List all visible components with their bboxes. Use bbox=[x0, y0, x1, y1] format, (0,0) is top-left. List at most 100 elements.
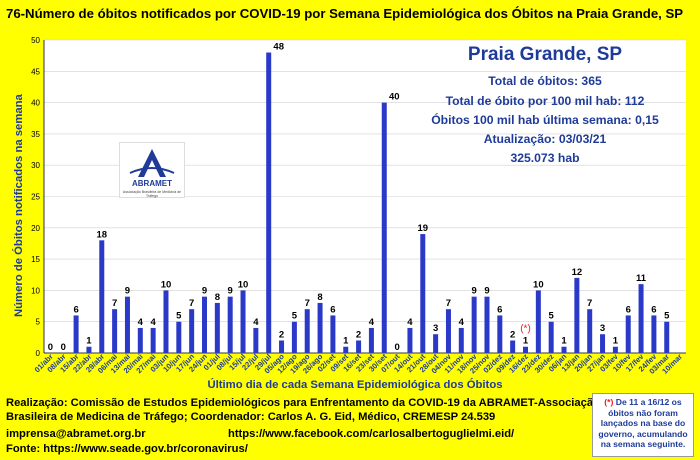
data-label: 9 bbox=[202, 286, 207, 297]
bar bbox=[407, 327, 413, 353]
bar bbox=[535, 290, 541, 353]
data-label: 1 bbox=[343, 336, 349, 347]
bar bbox=[124, 296, 130, 353]
bar bbox=[112, 309, 118, 353]
info-population: 325.073 hab bbox=[510, 151, 580, 165]
bar bbox=[214, 302, 220, 353]
logo-subtitle: Associação Brasileira de Medicina de Trá… bbox=[122, 190, 182, 198]
data-label: 11 bbox=[636, 273, 647, 284]
data-label: 1 bbox=[523, 336, 529, 347]
data-label: 12 bbox=[572, 267, 583, 278]
annotation-mark: (*) bbox=[520, 324, 531, 335]
data-label: 4 bbox=[150, 317, 156, 328]
x-axis-label: Último dia de cada Semana Epidemiológica… bbox=[207, 379, 503, 391]
data-label: 4 bbox=[138, 317, 144, 328]
data-label: 9 bbox=[228, 286, 233, 297]
data-label: 3 bbox=[433, 323, 438, 334]
data-label: 2 bbox=[279, 329, 284, 340]
data-label: 9 bbox=[484, 286, 489, 297]
footer-facebook[interactable]: https://www.facebook.com/carlosalbertogu… bbox=[228, 428, 515, 440]
bar bbox=[651, 315, 657, 353]
data-label: 0 bbox=[61, 342, 66, 353]
bar bbox=[510, 340, 516, 353]
x-tick-layer: 01/abr08/abr15/abr22/abr29/abr06/mai13/m… bbox=[33, 352, 684, 376]
y-tick-label: 50 bbox=[31, 36, 40, 45]
y-tick-label: 5 bbox=[36, 318, 41, 327]
bar bbox=[433, 334, 439, 353]
bar bbox=[523, 346, 528, 353]
data-label: 0 bbox=[48, 342, 53, 353]
data-label: 6 bbox=[73, 304, 78, 315]
data-label: 10 bbox=[161, 279, 172, 290]
bar bbox=[86, 346, 92, 353]
data-label: 8 bbox=[317, 292, 322, 303]
y-tick-label: 30 bbox=[31, 161, 40, 170]
data-label: 10 bbox=[533, 279, 544, 290]
bar bbox=[99, 240, 105, 353]
note-mark: (*) bbox=[604, 397, 614, 407]
data-label: 2 bbox=[356, 329, 361, 340]
bar bbox=[484, 296, 490, 353]
data-label: 10 bbox=[238, 279, 249, 290]
data-label: 7 bbox=[189, 298, 194, 309]
data-label: 19 bbox=[417, 223, 428, 234]
bar bbox=[279, 340, 285, 353]
data-label: 6 bbox=[651, 304, 656, 315]
info-place: Praia Grande, SP bbox=[467, 44, 623, 65]
footer-line2: Brasileira de Medicina de Tráfego; Coord… bbox=[6, 411, 496, 423]
data-label: 5 bbox=[664, 311, 670, 322]
data-label: 1 bbox=[613, 336, 619, 347]
abramet-logo: ABRAMET Associação Brasileira de Medicin… bbox=[119, 142, 185, 198]
bar bbox=[240, 290, 246, 353]
data-label: 4 bbox=[253, 317, 259, 328]
y-tick-label: 25 bbox=[31, 193, 40, 202]
logo-name: ABRAMET bbox=[132, 179, 172, 188]
bar bbox=[600, 334, 606, 353]
data-label: 40 bbox=[389, 92, 400, 103]
bar bbox=[420, 234, 426, 353]
y-tick-label: 0 bbox=[36, 349, 41, 358]
bar bbox=[445, 309, 451, 353]
bar bbox=[587, 309, 593, 353]
chart-title: 76-Número de óbitos notificados por COVI… bbox=[6, 6, 684, 21]
y-tick-label: 20 bbox=[31, 224, 40, 233]
data-label: 9 bbox=[471, 286, 476, 297]
data-label: 5 bbox=[176, 311, 182, 322]
data-label: 18 bbox=[96, 229, 107, 240]
data-label: 7 bbox=[305, 298, 310, 309]
data-label: 9 bbox=[125, 286, 130, 297]
info-updated: Atualização: 03/03/21 bbox=[483, 132, 607, 146]
bar bbox=[548, 321, 554, 353]
data-label: 8 bbox=[215, 292, 220, 303]
data-label: 48 bbox=[273, 42, 284, 53]
data-label: 4 bbox=[369, 317, 375, 328]
data-label: 0 bbox=[394, 342, 399, 353]
data-label: 4 bbox=[407, 317, 413, 328]
data-label: 6 bbox=[330, 304, 335, 315]
note-text: De 11 a 16/12 os óbitos não foram lançad… bbox=[598, 397, 688, 450]
bar bbox=[304, 309, 310, 353]
bar bbox=[574, 277, 580, 353]
data-label: 7 bbox=[587, 298, 592, 309]
bar bbox=[561, 346, 567, 353]
logo-emblem-icon bbox=[129, 149, 175, 177]
bar bbox=[137, 327, 143, 353]
bar bbox=[497, 315, 503, 353]
bar bbox=[356, 340, 362, 353]
info-total: Total de óbitos: 365 bbox=[488, 74, 602, 88]
data-label: 5 bbox=[549, 311, 555, 322]
bar bbox=[291, 321, 297, 353]
bar bbox=[73, 315, 79, 353]
y-tick-label: 15 bbox=[31, 255, 40, 264]
bar bbox=[368, 327, 374, 353]
data-label: 2 bbox=[510, 329, 515, 340]
footer-email[interactable]: imprensa@abramet.org.br bbox=[6, 428, 146, 440]
note-box: (*) De 11 a 16/12 os óbitos não foram la… bbox=[592, 393, 694, 457]
info-lastweek: Óbitos 100 mil hab última semana: 0,15 bbox=[431, 113, 659, 127]
data-label: 4 bbox=[459, 317, 465, 328]
y-tick-label: 45 bbox=[31, 67, 40, 76]
bar bbox=[381, 102, 387, 353]
bar-layer bbox=[73, 52, 670, 354]
